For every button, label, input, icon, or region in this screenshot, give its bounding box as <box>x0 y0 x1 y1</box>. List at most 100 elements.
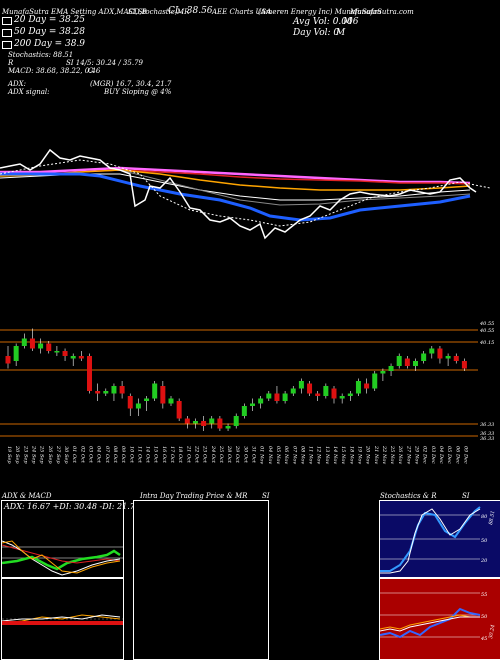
si-panel: 55 50 45 30.24 <box>379 578 500 660</box>
date-label: 30 Sep <box>63 446 69 464</box>
date-label: 23 Oct <box>202 445 208 464</box>
date-label: 29 Nov <box>414 445 420 464</box>
site-label: MunafaSutra.com <box>350 8 414 16</box>
adx-mgr: (MGR) 16.7, 30.4, 21.7 <box>90 80 172 88</box>
ema50-label: 50 Day = 38.28 <box>14 27 86 37</box>
date-label: 25 Oct <box>218 445 224 464</box>
header-line1-left: MunafaSutra EMA Setting ADX,MACD,B <box>2 8 147 16</box>
candle-body <box>192 421 198 424</box>
candle-body <box>413 361 418 366</box>
date-label: 20 Nov <box>365 445 371 464</box>
price-label-1: 40.55 <box>479 321 494 327</box>
candle-body <box>461 361 467 369</box>
intraday-panel <box>133 500 269 660</box>
date-label: 21 Oct <box>185 445 191 464</box>
candle-body <box>355 381 361 394</box>
date-label: 04 Dec <box>438 446 444 464</box>
date-label: 13 Nov <box>324 446 330 464</box>
stoch-axis-80: 80 <box>481 514 488 520</box>
candle-body <box>13 346 19 361</box>
signal-dotted-line <box>0 159 491 227</box>
date-label: 28 Oct <box>226 445 232 464</box>
candle-body <box>95 391 101 394</box>
stochastics-label: Stochastics: 88.51 <box>8 51 74 59</box>
candle-body <box>38 343 44 349</box>
candle-body <box>258 398 264 404</box>
date-label: 03 Oct <box>88 446 94 464</box>
candle-body <box>21 338 27 346</box>
candle-body <box>144 398 150 401</box>
date-label: 07 Nov <box>291 446 297 464</box>
stoch-panel-title: Stochastics & R <box>380 492 437 500</box>
date-label: 11 Oct <box>136 446 142 464</box>
date-axis: 19 Sep 20 Sep 23 Sep 24 Sep 25 Sep 26 Sep 27 S… <box>6 445 468 464</box>
candle-body <box>298 381 304 389</box>
buy-signal: BUY Sloping @ 4% <box>104 88 172 96</box>
ema200-label: 200 Day = 38.9 <box>14 39 86 49</box>
symbol-label: AEE Charts USA <box>212 8 272 16</box>
ema-orange-line <box>0 169 471 191</box>
date-label: 25 Nov <box>389 445 395 464</box>
date-label: 15 Oct <box>153 446 159 464</box>
ema200-line <box>0 166 471 185</box>
candlestick-chart: 40.55 40.55 40.15 36.33 36.33 36.33 <box>0 321 494 442</box>
candle-body <box>160 386 166 404</box>
candle-body <box>119 386 125 394</box>
date-label: 26 Sep <box>47 445 53 464</box>
si-label: SI 14/5: 30.24 / 35.79 <box>66 59 143 67</box>
date-label: 11 Nov <box>308 446 314 464</box>
candle-body <box>315 393 321 396</box>
candle-body <box>62 351 68 356</box>
price-label-2: 40.55 <box>479 328 494 334</box>
candle-body <box>372 373 378 389</box>
date-label: 01 Oct <box>71 446 77 464</box>
ema-white-line <box>0 173 471 201</box>
date-label: 09 Oct <box>120 446 126 464</box>
candle-body <box>184 418 190 424</box>
day-vol-unit: M <box>336 28 346 38</box>
candle-body <box>209 418 215 424</box>
stoch-panel-si: SI <box>462 492 470 500</box>
date-label: 06 Dec <box>454 446 460 464</box>
date-label: 08 Nov <box>299 446 305 464</box>
si-axis-45: 45 <box>480 636 487 642</box>
date-label: 19 Sep <box>6 446 12 464</box>
stochastics-panel: 80 50 20 88.51 <box>379 500 500 578</box>
macd-panel <box>1 578 124 660</box>
stoch-value: 88.51 <box>488 510 496 525</box>
candle-body <box>274 393 280 401</box>
price-label-3: 40.15 <box>479 340 494 346</box>
candle-body <box>5 356 11 364</box>
si-axis-55: 55 <box>481 592 487 598</box>
candle-body <box>70 356 76 359</box>
date-label: 08 Oct <box>112 446 118 464</box>
date-label: 24 Oct <box>210 445 216 464</box>
candle-body <box>78 356 84 359</box>
avg-vol: Avg Vol: 0.006 <box>293 17 359 27</box>
si-axis-50: 50 <box>481 614 488 620</box>
date-label: 26 Nov <box>397 445 403 464</box>
candle-body <box>111 386 117 394</box>
candle-body <box>225 426 231 429</box>
candle-body <box>421 353 427 361</box>
date-label: 19 Nov <box>356 446 362 464</box>
date-label: 27 Sep <box>55 445 61 464</box>
candle-body <box>135 403 141 409</box>
stoch-axis-50: 50 <box>481 538 488 544</box>
candle-body <box>437 348 443 359</box>
candle-body <box>429 348 435 354</box>
date-label: 05 Dec <box>446 446 452 464</box>
adx-panel: ADX: 16.67 +DI: 30.48 -DI: 21.74 <box>1 500 140 578</box>
date-label: 17 Oct <box>169 446 175 464</box>
date-label: 02 Dec <box>422 446 428 464</box>
candle-body <box>445 356 451 359</box>
adx-signal-label: ADX signal: <box>8 88 50 96</box>
date-label: 06 Nov <box>283 446 289 464</box>
date-label: 05 Nov <box>275 446 281 464</box>
date-label: 07 Oct <box>104 446 110 464</box>
day-vol: Day Vol: 0 <box>293 28 340 38</box>
date-label: 09 Dec <box>462 446 468 464</box>
date-label: 22 Oct <box>193 445 199 464</box>
ema20-swatch <box>2 17 12 25</box>
candle-body <box>364 383 370 389</box>
